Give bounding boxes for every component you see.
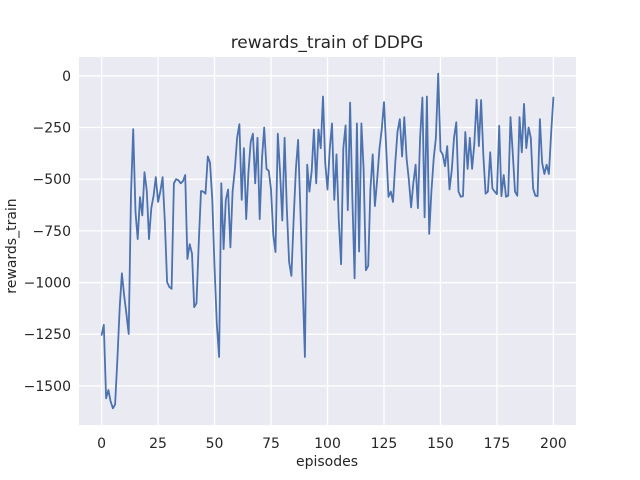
x-tick-label: 0	[97, 436, 106, 452]
y-tick-label: −250	[33, 120, 71, 136]
x-tick-label: 125	[371, 436, 398, 452]
y-axis-label: rewards_train	[4, 198, 20, 293]
x-tick-label: 75	[262, 436, 280, 452]
x-tick-label: 175	[484, 436, 511, 452]
x-tick-label: 50	[206, 436, 224, 452]
y-tick-label: −750	[33, 224, 71, 240]
y-tick-label: −500	[33, 172, 71, 188]
x-tick-label: 25	[149, 436, 167, 452]
y-tick-label: 0	[62, 69, 71, 85]
rewards-line-series	[100, 72, 555, 410]
x-axis-label: episodes	[296, 454, 358, 470]
x-tick-label: 200	[540, 436, 567, 452]
chart-title: rewards_train of DDPG	[231, 33, 424, 53]
x-tick-label: 100	[314, 436, 341, 452]
plot-generated-layer: 0 25 50 75 100 125 150 175 200 0 −250 −500 −750 −1000…	[24, 57, 576, 452]
y-tick-label: −1000	[24, 276, 71, 292]
y-tick-label: −1250	[24, 327, 71, 343]
y-tick-label: −1500	[24, 379, 71, 395]
x-tick-label: 150	[427, 436, 454, 452]
